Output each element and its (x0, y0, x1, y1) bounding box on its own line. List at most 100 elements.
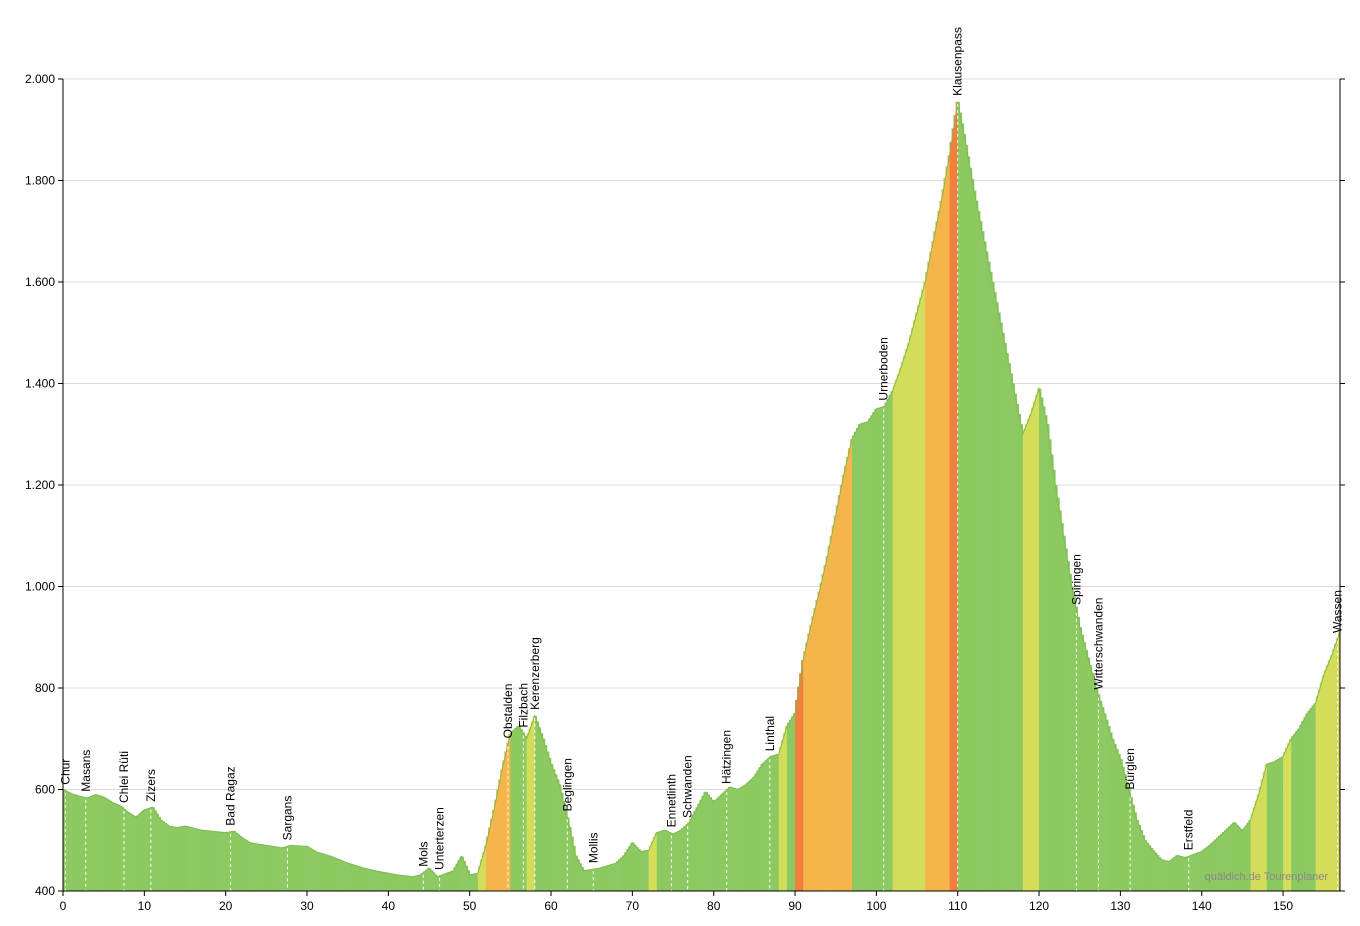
x-tick-label: 100 (866, 899, 886, 913)
elevation-segment (1077, 616, 1081, 891)
place-label: Wassen (1331, 590, 1345, 633)
elevation-segment (776, 753, 780, 891)
elevation-segment (530, 721, 534, 891)
elevation-segment (1063, 535, 1066, 891)
place-label: Schwanden (681, 755, 695, 818)
elevation-segment (1140, 830, 1144, 891)
place-label: Bürglen (1123, 748, 1137, 789)
elevation-segment (965, 144, 969, 892)
elevation-segment (746, 782, 749, 891)
elevation-segment (1287, 743, 1290, 891)
elevation-segment (1034, 394, 1038, 891)
elevation-segment (1301, 720, 1304, 891)
elevation-segment (359, 866, 363, 891)
elevation-segment (195, 828, 198, 891)
elevation-segment (957, 101, 961, 891)
elevation-segment (758, 767, 761, 891)
elevation-segment (101, 796, 104, 891)
elevation-segment (1195, 852, 1198, 891)
elevation-segment (971, 179, 975, 891)
elevation-segment (337, 858, 340, 891)
elevation-segment (614, 863, 617, 891)
elevation-segment (813, 608, 816, 891)
elevation-segment (368, 869, 371, 891)
elevation-segment (1244, 825, 1247, 891)
elevation-segment (1016, 403, 1020, 891)
elevation-segment (563, 800, 566, 891)
elevation-segment (321, 853, 324, 891)
elevation-segment (961, 123, 965, 891)
elevation-segment (282, 847, 285, 891)
axes: 400 600 800 1.000 1.200 1.400 1.600 1.800 2.000 0… (25, 72, 1345, 913)
elevation-segment (193, 828, 196, 891)
elevation-line (62, 101, 1341, 878)
elevation-segment (258, 844, 261, 891)
elevation-segment (1156, 854, 1160, 891)
elevation-segment (130, 813, 133, 891)
elevation-segment (241, 837, 245, 891)
elevation-segment (605, 865, 609, 891)
elevation-segment (945, 166, 948, 891)
y-tick-label: 1.200 (25, 478, 55, 492)
elevation-segment (465, 865, 468, 891)
elevation-segment (1004, 342, 1007, 891)
y-tick-label: 600 (35, 783, 55, 797)
elevation-segment (1100, 700, 1103, 891)
elevation-segment (784, 726, 788, 891)
elevation-segment (412, 876, 416, 891)
elevation-segment (636, 847, 639, 891)
elevation-segment (392, 873, 395, 891)
elevation-segment (963, 134, 967, 892)
elevation-segment (95, 794, 98, 891)
elevation-segment (142, 809, 145, 891)
place-label: Klausenpass (951, 27, 965, 96)
elevation-segment (862, 422, 865, 891)
elevation-segment (561, 792, 564, 891)
elevation-segment (178, 826, 182, 891)
elevation-segment (910, 327, 914, 891)
elevation-segment (132, 814, 135, 891)
elevation-segment (323, 853, 326, 891)
elevation-segment (1189, 855, 1192, 891)
elevation-segment (648, 845, 651, 891)
elevation-segment (536, 721, 540, 891)
elevation-segment (1085, 649, 1089, 891)
elevation-segment (435, 874, 438, 891)
elevation-segment (729, 786, 733, 891)
elevation-segment (593, 868, 597, 891)
elevation-segment (1037, 388, 1040, 891)
elevation-segment (300, 845, 304, 891)
elevation-segment (1217, 835, 1221, 891)
elevation-segment (156, 813, 159, 891)
elevation-segment (1238, 826, 1241, 891)
elevation-segment (1122, 766, 1125, 891)
elevation-segment (890, 391, 893, 891)
elevation-segment (870, 415, 873, 891)
elevation-segment (201, 830, 204, 891)
elevation-segment (1006, 353, 1009, 891)
elevation-segment (325, 854, 328, 891)
elevation-segment (699, 799, 702, 891)
elevation-segment (1293, 733, 1296, 891)
elevation-segment (900, 361, 904, 891)
elevation-segment (908, 335, 912, 892)
elevation-segment (1051, 454, 1054, 891)
elevation-segment (254, 843, 257, 891)
elevation-segment (801, 660, 804, 891)
elevation-segment (1289, 738, 1292, 891)
elevation-segment (652, 837, 656, 891)
elevation-segment (1337, 632, 1341, 891)
elevation-segment (681, 828, 684, 891)
elevation-segment (451, 870, 454, 891)
x-tick-label: 40 (382, 899, 396, 913)
elevation-segment (884, 402, 887, 891)
elevation-segment (1030, 407, 1034, 891)
elevation-segment (182, 826, 186, 891)
elevation-segment (262, 844, 265, 891)
elevation-segment (551, 764, 554, 891)
elevation-segment (469, 874, 473, 891)
elevation-segment (1159, 857, 1162, 891)
elevation-segment (644, 850, 647, 891)
elevation-segment (1240, 828, 1243, 891)
elevation-segment (788, 719, 792, 891)
